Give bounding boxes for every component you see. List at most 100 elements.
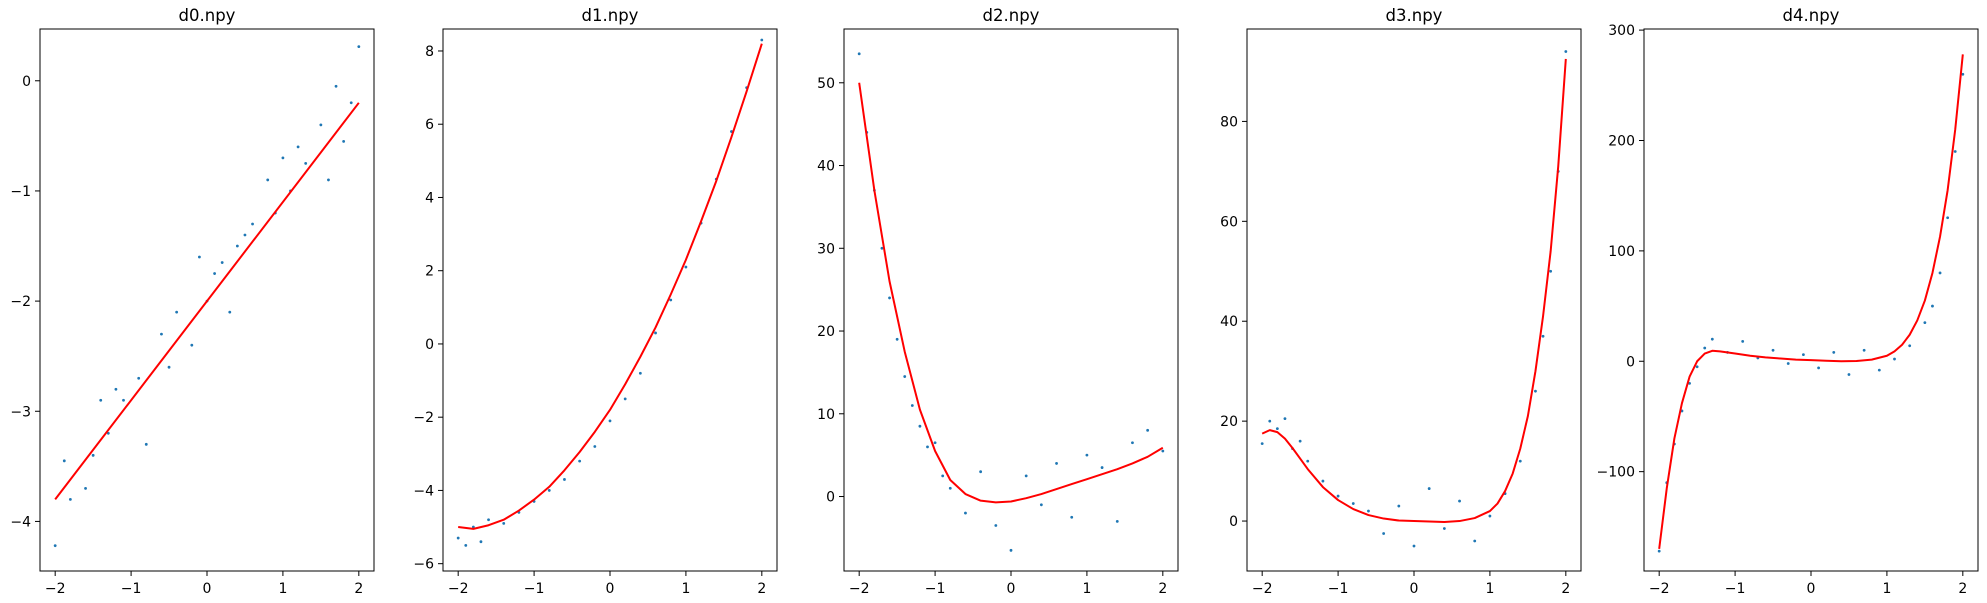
y-tick-label: 40 xyxy=(817,159,835,175)
axes-frame xyxy=(442,28,778,572)
axes-frame xyxy=(1643,28,1979,572)
x-tick-label: 2 xyxy=(1561,581,1570,597)
scatter-point xyxy=(456,536,460,540)
scatter-point xyxy=(487,518,490,522)
scatter-point xyxy=(1131,441,1134,445)
x-tick-label: 1 xyxy=(1485,581,1494,597)
y-tick-label: 60 xyxy=(1220,214,1238,230)
scatter-point xyxy=(296,145,300,149)
scatter-point xyxy=(91,453,95,457)
x-tick-label: 1 xyxy=(1882,581,1891,597)
scatter-point xyxy=(1268,419,1272,423)
axes-frame xyxy=(1246,28,1582,572)
scatter-point xyxy=(760,38,764,42)
y-tick-label: −100 xyxy=(1597,465,1635,481)
fit-line xyxy=(1658,54,1964,550)
y-tick-label: −1 xyxy=(10,184,31,200)
scatter-point xyxy=(1877,368,1881,372)
x-tick-label: −1 xyxy=(524,581,545,597)
scatter-point xyxy=(251,222,254,226)
y-tick-label: 50 xyxy=(817,76,835,92)
scatter-point xyxy=(593,445,597,448)
scatter-point xyxy=(53,544,57,548)
scatter-point xyxy=(918,424,922,428)
scatter-point xyxy=(1931,304,1934,308)
x-tick-label: 2 xyxy=(1158,581,1167,597)
scatter-point xyxy=(62,459,66,463)
scatter-point xyxy=(144,442,148,446)
scatter-point xyxy=(1923,321,1927,325)
y-tick-label: 200 xyxy=(1608,133,1635,149)
scatter-point xyxy=(327,178,330,182)
axes-frame xyxy=(39,28,375,572)
y-tick-label: 10 xyxy=(817,407,835,423)
scatter-point xyxy=(228,310,232,314)
scatter-point xyxy=(1786,362,1790,365)
y-tick-label: 0 xyxy=(1626,354,1635,370)
y-tick-label: 100 xyxy=(1608,244,1635,260)
x-tick-label: −1 xyxy=(925,581,946,597)
chart-title: d2.npy xyxy=(983,6,1040,25)
y-tick-label: 80 xyxy=(1220,114,1238,130)
scatter-point xyxy=(198,255,201,259)
scatter-point xyxy=(220,261,224,264)
scatter-point xyxy=(1908,344,1912,348)
y-tick-label: 0 xyxy=(826,490,835,506)
scatter-point xyxy=(1802,353,1805,357)
x-tick-label: −1 xyxy=(1328,581,1349,597)
scatter-point xyxy=(941,474,945,478)
chart-title: d4.npy xyxy=(1783,6,1840,25)
scatter-point xyxy=(1070,515,1074,519)
scatter-point xyxy=(578,459,582,463)
scatter-point xyxy=(994,524,998,527)
fit-line xyxy=(458,43,763,530)
scatter-point xyxy=(1961,72,1965,76)
chart-title: d3.npy xyxy=(1386,6,1443,25)
scatter-point xyxy=(342,139,346,143)
y-tick-label: 0 xyxy=(1229,514,1238,530)
scatter-point xyxy=(547,489,551,492)
scatter-point xyxy=(926,445,929,449)
scatter-point xyxy=(1397,504,1401,508)
y-tick-label: −3 xyxy=(10,404,31,420)
scatter-point xyxy=(895,337,899,341)
scatter-series xyxy=(456,38,764,547)
scatter-point xyxy=(1703,346,1707,350)
chart-title: d0.npy xyxy=(179,6,236,25)
scatter-point xyxy=(175,310,179,314)
scatter-point xyxy=(167,365,171,369)
scatter-point xyxy=(933,441,937,445)
x-tick-label: 0 xyxy=(1807,581,1816,597)
x-tick-label: 0 xyxy=(1410,581,1419,597)
scatter-point xyxy=(1771,348,1775,352)
y-tick-label: −2 xyxy=(10,294,31,310)
scatter-point xyxy=(114,387,118,391)
y-tick-label: 40 xyxy=(1220,314,1238,330)
scatter-point xyxy=(137,376,141,380)
y-tick-label: 20 xyxy=(817,324,835,340)
x-tick-label: −2 xyxy=(1649,581,1670,597)
scatter-point xyxy=(190,343,194,347)
scatter-point xyxy=(464,543,468,547)
scatter-point xyxy=(122,398,125,402)
scatter-point xyxy=(213,272,216,275)
x-tick-label: −1 xyxy=(121,581,142,597)
scatter-point xyxy=(1146,428,1150,432)
scatter-point xyxy=(1832,351,1836,354)
scatter-point xyxy=(1938,271,1942,275)
y-tick-label: 0 xyxy=(425,337,434,353)
scatter-point xyxy=(1893,357,1896,361)
scatter-point xyxy=(964,511,967,515)
x-tick-label: 0 xyxy=(1007,581,1016,597)
y-tick-label: 30 xyxy=(817,241,835,257)
scatter-point xyxy=(608,419,612,423)
x-tick-label: 0 xyxy=(606,581,615,597)
scatter-point xyxy=(304,161,308,165)
scatter-point xyxy=(979,470,983,474)
scatter-point xyxy=(1549,269,1553,273)
scatter-point xyxy=(1657,549,1661,553)
